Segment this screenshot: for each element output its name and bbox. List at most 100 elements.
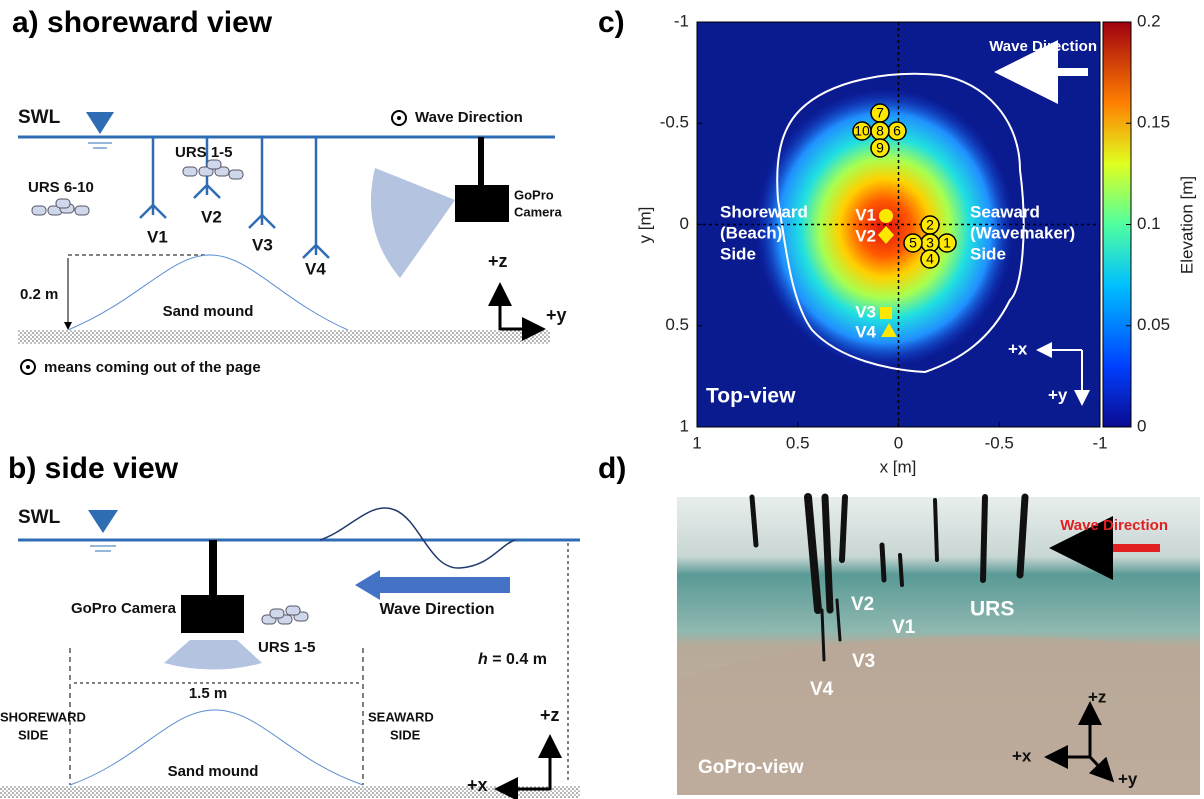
urs-number: 1 [943,235,951,251]
ground [18,330,550,344]
view-label: Top-view [706,385,796,408]
width-label: 1.5 m [189,685,227,702]
side-label: (Beach) [720,223,782,242]
probe-marker [880,307,892,319]
urs-number: 2 [926,217,934,233]
out-of-page-symbol [20,359,36,375]
water-symbol [88,510,118,533]
view-label: GoPro-view [698,757,804,778]
probe-label: V1 [147,227,168,246]
urs-label: URS 1-5 [175,144,233,161]
urs-sensors [31,159,244,216]
panel-label: d) [598,452,626,485]
x-axis-label: x [m] [880,457,917,476]
y-axis-label: y [m] [635,207,654,244]
mound-label: Sand mound [163,303,254,320]
depth-symbol: h [478,651,488,668]
colorbar-tick-label: 0.2 [1137,11,1161,30]
urs-marker [920,249,940,269]
urs-sensors [261,605,309,625]
probe-label: V2 [855,226,876,245]
camera-label: GoPro Camera [71,600,177,617]
urs-marker [852,121,872,141]
depth-label: h = 0.4 m [478,651,547,668]
side-label: SHOREWARD [0,709,86,724]
probe-label: V4 [305,259,326,278]
wave-direction-label: Wave Direction [380,601,495,618]
camera [181,595,244,633]
urs-number: 9 [876,140,884,156]
out-of-page-symbol [397,116,401,120]
axis-label: +x [1012,746,1032,765]
camera [455,185,509,222]
swl-label: SWL [18,107,61,128]
panel-b: b) side view SWL GoPro Camera Wave Direc… [0,452,580,799]
side-label: SEAWARD [368,709,434,724]
urs-marker [903,233,923,253]
wave-direction-label: Wave Direction [989,38,1097,55]
panel-label: b) side view [8,452,179,485]
side-label: Side [970,244,1006,263]
probe-label: V3 [852,651,875,672]
probe-label: V2 [851,594,874,615]
panel-label: a) shoreward view [12,6,273,39]
urs-label: URS 1-5 [258,639,316,656]
sand-mound [67,254,349,331]
urs-number: 8 [876,123,884,139]
side-label: Shoreward [720,202,808,221]
axis-arrow [1088,755,1115,783]
probe-label: V1 [892,617,916,638]
out-of-page-symbol [391,110,407,126]
y-tick-label: -0.5 [660,113,689,132]
camera-label: Camera [514,204,562,219]
camera-view [164,640,262,670]
probe-label: V1 [855,205,876,224]
out-of-page-symbol [26,365,30,369]
axis-label: +x [467,775,488,795]
urs-number: 10 [854,123,870,139]
side-label: SIDE [390,727,421,742]
wave-direction-label: Wave Direction [415,109,523,126]
camera-view [370,168,455,278]
panel-c: c) Elevation [m] x [m] y [m] Wave Direct… [598,6,1196,477]
camera-label: GoPro [514,187,554,202]
urs-number: 7 [876,105,884,121]
x-tick-label: 0 [894,433,903,452]
probe-marker [879,209,893,223]
colorbar-tick-label: 0.15 [1137,113,1170,132]
x-tick-label: -0.5 [985,433,1014,452]
urs-number: 4 [926,251,934,267]
probes [749,493,1029,662]
panel-a: a) shoreward view SWL Wave Direction V1 … [12,6,567,376]
colorbar-tick-label: 0 [1137,416,1146,435]
sand-mound [69,709,364,786]
y-tick-label: -1 [674,11,689,30]
urs-marker [870,138,890,158]
panel-label: c) [598,6,625,39]
probe-label: V4 [810,679,834,700]
vectrino-probes [139,137,330,259]
probe-marker [881,323,897,337]
side-label: Seaward [970,202,1040,221]
x-tick-label: 1 [692,433,701,452]
height-label: 0.2 m [20,286,58,303]
side-label: Side [720,244,756,263]
ground [0,786,580,798]
axis-label: +y [1048,385,1068,404]
probe-label: V4 [855,322,876,341]
x-tick-label: -1 [1092,433,1107,452]
probe-label: V3 [252,235,273,254]
urs-number: 6 [893,123,901,139]
axis-label: +z [1088,687,1106,706]
mound-outline [776,72,1025,374]
probe-label: V2 [201,207,222,226]
probe-label: V3 [855,302,876,321]
urs-number: 5 [909,235,917,251]
colorbar-label: Elevation [m] [1177,176,1196,274]
side-label: SIDE [18,727,49,742]
depth-value: = 0.4 m [492,651,547,668]
wave-arrow [355,570,510,600]
mound-label: Sand mound [168,763,259,780]
probe-marker [878,226,894,244]
